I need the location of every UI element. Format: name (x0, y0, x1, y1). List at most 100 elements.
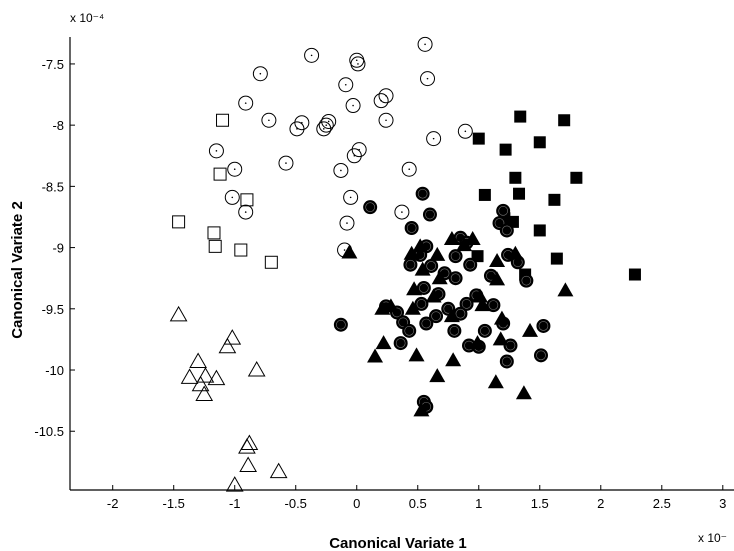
filled-circle-point (463, 257, 478, 272)
filled-circle-point (402, 323, 417, 338)
y-tick-label: -7.5 (42, 57, 64, 72)
filled-triangle-point (429, 246, 446, 261)
open-circle-point-center (296, 128, 298, 130)
open-circle-point (294, 115, 310, 131)
open-circle-point (318, 117, 334, 133)
filled-circle-point-ring (419, 283, 429, 293)
filled-circle-point-ring (498, 206, 508, 216)
filled-circle-point (519, 273, 534, 288)
open-circle-point (321, 113, 337, 129)
open-square-point (207, 226, 221, 240)
open-circle-point-center (215, 150, 218, 152)
open-square-point (240, 193, 254, 207)
data-points (169, 36, 641, 492)
filled-triangle-point (489, 253, 506, 268)
filled-circle-point-ring (421, 318, 432, 329)
x-tick-label: 3 (719, 496, 726, 511)
open-square-point (213, 167, 227, 181)
open-circle-point-center (344, 83, 347, 86)
open-circle-point (394, 204, 410, 220)
filled-triangle-point (404, 300, 421, 315)
open-circle-point (316, 121, 332, 137)
open-circle-point (208, 143, 224, 159)
y-tick-label: -10 (45, 363, 64, 378)
filled-circle-point-ring (416, 299, 427, 309)
open-triangle-point (218, 337, 237, 354)
open-circle-point-center (380, 99, 382, 102)
filled-square-point (533, 136, 546, 149)
filled-circle-point-ring (392, 307, 402, 318)
x-tick-label: -1.5 (163, 496, 185, 511)
open-square-point (234, 243, 248, 257)
y-axis: -7.5 -8 -8.5 -9 -9.5 -10 -10.5 (34, 57, 75, 439)
y-tick-label: -9.5 (42, 302, 64, 317)
filled-circle-point (448, 271, 463, 286)
open-circle-point-center (352, 104, 354, 107)
y-tick-label: -8 (52, 118, 64, 133)
filled-circle-point (486, 298, 501, 313)
filled-triangle-point (443, 231, 460, 246)
open-circle-point (351, 142, 367, 158)
open-circle-point-center (464, 130, 467, 133)
open-circle-point-center (259, 72, 262, 75)
filled-triangle-point (341, 244, 358, 259)
open-triangle-point (180, 368, 199, 384)
filled-circle-point-ring (404, 326, 415, 336)
open-circle-point (261, 112, 277, 128)
filled-triangle-point (492, 331, 509, 346)
filled-circle-point-ring (426, 261, 436, 271)
open-triangle-point (247, 361, 266, 377)
filled-triangle-point (413, 402, 430, 417)
filled-triangle-point (489, 271, 506, 286)
filled-triangle-point (375, 335, 392, 350)
open-triangle-point (196, 367, 215, 383)
filled-triangle-point (515, 385, 532, 400)
open-circle-point (227, 161, 243, 177)
y-exponent-label: x 10⁻⁴ (70, 11, 104, 25)
open-circle-point (378, 88, 394, 104)
open-circle-point-center (310, 54, 313, 57)
open-circle-point (339, 215, 355, 231)
open-circle-point (350, 56, 366, 72)
filled-circle-point-ring (417, 188, 428, 199)
open-square-point (264, 255, 278, 269)
open-circle-point-center (325, 124, 328, 126)
filled-triangle-point (425, 288, 442, 303)
filled-circle-point-ring (450, 273, 461, 283)
filled-square-point (471, 250, 484, 263)
open-circle-point-center (244, 211, 247, 213)
filled-circle-point (496, 203, 511, 218)
filled-square-point (533, 224, 546, 237)
filled-circle-point-ring (505, 340, 516, 351)
x-tick-label: -1 (229, 496, 241, 511)
open-circle-point-center (355, 59, 358, 62)
filled-circle-point (404, 220, 419, 235)
filled-circle-point-ring (461, 299, 472, 309)
filled-circle-point-ring (449, 326, 460, 336)
filled-circle-point-ring (395, 338, 406, 348)
open-circle-point (304, 47, 320, 63)
filled-triangle-point (414, 261, 431, 276)
open-triangle-point (207, 369, 226, 386)
open-circle-point (252, 66, 268, 82)
open-circle-point (457, 123, 473, 139)
filled-circle-point-ring (443, 303, 454, 314)
open-circle-point-center (340, 169, 342, 172)
filled-circle-point-ring (336, 319, 346, 330)
open-circle-point (338, 77, 354, 93)
open-triangle-point (225, 476, 244, 492)
open-circle-point (378, 112, 394, 128)
filled-square-point (558, 114, 571, 127)
filled-circle-point (414, 296, 429, 311)
open-circle-point-center (346, 222, 348, 224)
x-tick-label: 1 (475, 496, 482, 511)
filled-triangle-point (406, 281, 423, 296)
open-triangle-point (238, 438, 256, 454)
plot-area (69, 37, 734, 491)
y-tick-label: -10.5 (34, 424, 64, 439)
filled-circle-point (403, 257, 418, 272)
filled-circle-point (415, 186, 430, 201)
filled-circle-point-ring (455, 308, 466, 319)
filled-circle-point (429, 309, 444, 324)
